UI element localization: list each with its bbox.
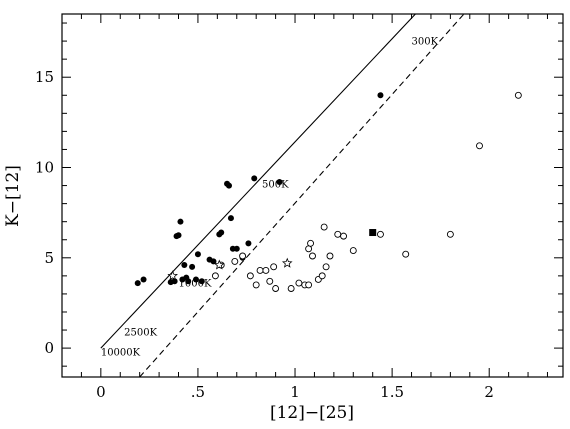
x-tick-label: 1.5	[380, 383, 404, 401]
data-point-open-circle	[252, 281, 260, 289]
data-point-filled-circle	[134, 280, 141, 287]
data-point-open-circle	[307, 239, 315, 247]
data-point-open-circle	[340, 232, 348, 240]
data-point-open-star	[167, 270, 178, 281]
data-points	[134, 91, 522, 292]
data-point-filled-circle	[210, 258, 217, 265]
y-tick-label: 15	[35, 68, 54, 86]
temperature-label: 500K	[262, 179, 289, 190]
data-point-open-circle	[262, 266, 270, 274]
y-tick-label: 0	[44, 339, 54, 357]
plot-frame	[61, 13, 564, 378]
data-point-filled-circle	[227, 215, 234, 222]
y-tick-label: 5	[44, 249, 54, 267]
blackbody-line	[100, 13, 416, 349]
x-tick-label: 0	[96, 383, 106, 401]
data-point-filled-circle	[194, 251, 201, 258]
data-point-filled-circle	[377, 92, 384, 99]
data-point-filled-circle	[175, 232, 182, 239]
y-axis-label: K−[12]	[3, 165, 23, 227]
data-point-filled-circle	[189, 263, 196, 270]
data-point-filled-circle	[177, 218, 184, 225]
data-point-filled-circle	[218, 229, 225, 236]
data-point-open-circle	[322, 263, 330, 271]
data-point-open-circle	[326, 252, 334, 260]
x-axis-label: [12]−[25]	[270, 403, 354, 423]
data-point-open-circle	[318, 272, 326, 280]
data-point-open-circle	[377, 230, 384, 238]
data-point-open-circle	[246, 272, 254, 280]
data-point-filled-circle	[192, 276, 199, 283]
temperature-label: 300K	[412, 37, 439, 48]
data-point-filled-square	[369, 229, 377, 237]
data-point-filled-circle	[251, 175, 258, 182]
temperature-label: 2500K	[124, 327, 157, 338]
data-point-filled-circle	[140, 276, 147, 283]
data-point-open-circle	[309, 252, 316, 260]
data-point-filled-circle	[198, 278, 205, 285]
temperature-annotations: 300K 500K 1000K 2500K 10000K	[101, 37, 439, 359]
y-tick-label: 10	[35, 159, 54, 177]
reference-lines	[100, 13, 465, 378]
temperature-label: 10000K	[101, 347, 141, 358]
data-point-filled-circle	[276, 178, 283, 185]
data-point-open-circle	[287, 285, 295, 292]
data-point-open-star	[214, 259, 225, 270]
temperature-label: 1000K	[179, 279, 212, 290]
data-point-open-circle	[256, 266, 264, 274]
x-tick-label: 2	[484, 383, 494, 401]
data-point-open-circle	[514, 91, 522, 99]
data-point-open-circle	[476, 142, 483, 150]
x-tick-label: .5	[191, 383, 205, 401]
data-point-open-circle	[349, 247, 357, 255]
dashed-line	[139, 13, 465, 378]
data-point-filled-circle	[245, 240, 252, 247]
axis-tick-labels: 0 .5 1 1.5 2 0 5 10 15	[35, 68, 494, 401]
data-point-open-circle	[266, 277, 274, 285]
data-point-open-circle	[334, 230, 342, 238]
data-point-open-circle	[320, 223, 328, 231]
data-point-filled-circle	[226, 182, 232, 189]
data-point-filled-circle	[185, 278, 192, 285]
data-point-open-circle	[231, 257, 239, 265]
data-point-open-circle	[270, 263, 278, 271]
axis-ticks	[62, 14, 563, 377]
data-point-open-circle	[272, 285, 280, 292]
data-point-filled-circle	[233, 245, 240, 252]
data-point-open-circle	[402, 250, 410, 258]
data-point-open-star	[281, 257, 293, 268]
data-point-open-circle	[305, 281, 313, 289]
data-point-open-circle	[446, 230, 454, 238]
data-point-open-circle	[239, 252, 247, 260]
data-point-filled-circle	[171, 278, 178, 285]
data-point-open-circle	[211, 272, 219, 280]
x-tick-label: 1	[290, 383, 300, 401]
data-point-filled-circle	[181, 262, 188, 269]
data-point-open-circle	[295, 279, 303, 287]
